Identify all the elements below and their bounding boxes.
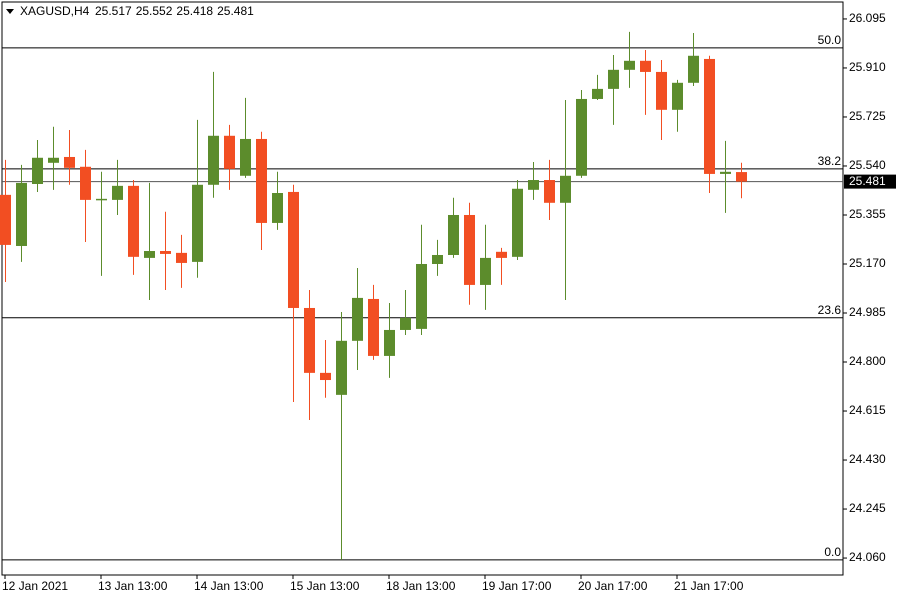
candle-body — [704, 58, 715, 174]
candle-body — [224, 135, 235, 169]
header-value: 25.517 — [95, 4, 132, 18]
y-tick-label: 25.540 — [849, 158, 886, 172]
header-value: 25.418 — [176, 4, 213, 18]
candle-body — [416, 263, 427, 329]
level-label: 38.2 — [818, 154, 842, 168]
candle-body — [656, 71, 667, 110]
candle-body — [544, 180, 555, 203]
menu-arrow[interactable] — [6, 9, 14, 14]
y-tick-label: 25.355 — [849, 207, 886, 221]
candle-body — [352, 297, 363, 341]
plot-frame — [1, 1, 844, 576]
y-tick-label: 25.170 — [849, 256, 886, 270]
candle-body — [336, 340, 347, 395]
header-value: 25.552 — [136, 4, 173, 18]
candle-body — [304, 307, 315, 373]
candle-body — [672, 82, 683, 110]
candle-body — [464, 214, 475, 285]
candle-body — [608, 69, 619, 89]
y-tick-label: 24.615 — [849, 403, 886, 417]
candle-body — [176, 252, 187, 263]
candle-body — [208, 135, 219, 185]
x-tick-label: 20 Jan 17:00 — [578, 579, 648, 593]
candle-body — [32, 157, 43, 184]
candle-body — [240, 138, 251, 176]
candle-body — [48, 157, 59, 163]
y-tick-label: 24.985 — [849, 305, 886, 319]
candle-body — [624, 60, 635, 70]
candle-body — [576, 98, 587, 176]
candle-body — [64, 156, 75, 168]
y-tick-label: 26.095 — [849, 11, 886, 25]
candle-body — [720, 171, 731, 174]
candle-body — [288, 191, 299, 308]
candle-body — [448, 214, 459, 255]
x-tick-label: 12 Jan 2021 — [2, 579, 68, 593]
candle-body — [128, 185, 139, 257]
candle-body — [112, 185, 123, 200]
candle-body — [80, 166, 91, 200]
x-tick-label: 13 Jan 13:00 — [98, 579, 168, 593]
x-tick-label: 21 Jan 17:00 — [674, 579, 744, 593]
candle-body — [512, 188, 523, 257]
candle-body — [192, 184, 203, 262]
level-label: 0.0 — [824, 545, 841, 559]
y-tick-label: 24.800 — [849, 354, 886, 368]
x-tick-label: 15 Jan 13:00 — [290, 579, 360, 593]
candle-body — [688, 55, 699, 83]
candle-body — [368, 298, 379, 356]
header-value: 25.481 — [217, 4, 254, 18]
candle-body — [496, 251, 507, 258]
candle-body — [736, 172, 747, 182]
candle-body — [480, 257, 491, 285]
candle-body — [160, 251, 171, 254]
candle-body — [592, 88, 603, 99]
candle-body — [0, 194, 11, 245]
x-tick-label: 18 Jan 13:00 — [386, 579, 456, 593]
symbol: XAGUSD,H4 — [20, 4, 90, 18]
y-tick-label: 25.910 — [849, 60, 886, 74]
level-label: 23.6 — [818, 303, 842, 317]
candle-body — [400, 317, 411, 330]
candle-body — [144, 251, 155, 258]
candle-body — [384, 329, 395, 356]
candle-body — [272, 193, 283, 223]
candle-body — [432, 254, 443, 264]
candle-body — [320, 372, 331, 381]
candle-body — [528, 180, 539, 190]
candle-body — [560, 175, 571, 203]
candle-body — [96, 198, 107, 201]
candle-body — [16, 182, 27, 246]
last-price-label: 25.481 — [849, 174, 886, 188]
x-tick-label: 14 Jan 13:00 — [194, 579, 264, 593]
level-label: 50.0 — [818, 33, 842, 47]
candle-body — [640, 60, 651, 72]
x-tick-label: 19 Jan 17:00 — [482, 579, 552, 593]
last-price-box — [844, 174, 896, 189]
y-tick-label: 24.430 — [849, 452, 886, 466]
candle-body — [256, 138, 267, 223]
y-tick-label: 24.245 — [849, 501, 886, 515]
y-tick-label: 25.725 — [849, 109, 886, 123]
y-tick-label: 24.060 — [849, 550, 886, 564]
